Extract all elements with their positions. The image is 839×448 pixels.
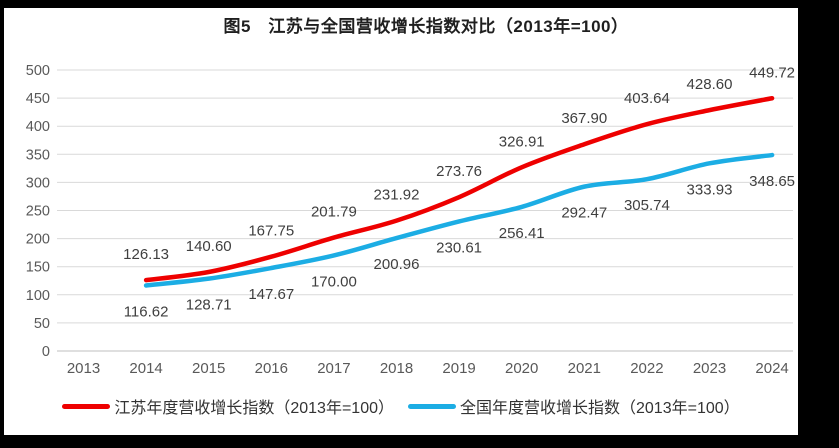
legend-swatch-icon bbox=[62, 403, 111, 409]
x-axis-tick-label: 2017 bbox=[317, 360, 350, 377]
chart-title: 图5 江苏与全国营收增长指数对比（2013年=100） bbox=[223, 17, 629, 36]
legend-label: 江苏年度营收增长指数（2013年=100） bbox=[114, 400, 394, 417]
data-label: 292.47 bbox=[561, 205, 607, 222]
data-label: 273.76 bbox=[436, 163, 482, 180]
series-line-0 bbox=[143, 96, 775, 283]
x-axis-tick-label: 2021 bbox=[568, 360, 601, 377]
y-axis-tick-label: 500 bbox=[26, 63, 50, 79]
legend-item-1: 全国年度营收增长指数（2013年=100） bbox=[408, 394, 740, 418]
x-axis-tick-label: 2014 bbox=[129, 360, 162, 377]
data-label: 231.92 bbox=[374, 187, 420, 204]
x-axis-tick-label: 2020 bbox=[505, 360, 538, 377]
data-label: 449.72 bbox=[749, 64, 795, 81]
data-label: 403.64 bbox=[624, 90, 670, 107]
series-line-1 bbox=[143, 152, 775, 288]
data-label: 167.75 bbox=[248, 223, 294, 240]
y-axis-tick-label: 0 bbox=[42, 344, 50, 360]
x-axis-tick-label: 2015 bbox=[192, 360, 225, 377]
data-label: 326.91 bbox=[499, 133, 545, 150]
legend-swatch-icon bbox=[408, 403, 456, 409]
x-axis-tick-label: 2022 bbox=[630, 360, 663, 377]
y-axis-tick-label: 400 bbox=[26, 119, 50, 135]
chart-canvas: 图5 江苏与全国营收增长指数对比（2013年=100） 0 50 100 150 200… bbox=[4, 8, 798, 435]
y-axis-tick-label: 450 bbox=[26, 91, 50, 107]
data-label: 333.93 bbox=[687, 181, 733, 198]
y-axis-tick-label: 350 bbox=[26, 147, 50, 163]
x-axis-tick-label: 2019 bbox=[442, 360, 475, 377]
data-label: 140.60 bbox=[186, 238, 232, 255]
data-label: 305.74 bbox=[624, 197, 670, 214]
data-label: 200.96 bbox=[374, 256, 420, 273]
data-label: 348.65 bbox=[749, 173, 795, 190]
data-label: 230.61 bbox=[436, 239, 482, 256]
data-label: 256.41 bbox=[499, 225, 545, 242]
chart-legend: 江苏年度营收增长指数（2013年=100） 全国年度营收增长指数（2013年=10… bbox=[4, 394, 798, 418]
data-label: 147.67 bbox=[248, 286, 294, 303]
y-axis-tick-label: 50 bbox=[34, 316, 50, 332]
data-label: 126.13 bbox=[123, 246, 169, 263]
x-axis-tick-label: 2024 bbox=[755, 360, 788, 377]
y-axis-tick-label: 250 bbox=[26, 204, 50, 220]
x-axis-tick-label: 2023 bbox=[693, 360, 726, 377]
data-label: 201.79 bbox=[311, 204, 357, 221]
line-chart-plot: 0 50 100 150 200 250 300 350 400 450 500 2013 2014 20… bbox=[26, 63, 795, 377]
y-axis-tick-label: 150 bbox=[26, 260, 50, 276]
data-label: 128.71 bbox=[186, 297, 232, 314]
legend-item-0: 江苏年度营收增长指数（2013年=100） bbox=[62, 394, 394, 418]
data-label: 428.60 bbox=[687, 76, 733, 93]
legend-label: 全国年度营收增长指数（2013年=100） bbox=[460, 400, 740, 417]
y-axis-tick-label: 200 bbox=[26, 232, 50, 248]
y-axis-tick-label: 100 bbox=[26, 288, 50, 304]
data-label: 367.90 bbox=[561, 110, 607, 127]
data-label: 116.62 bbox=[124, 303, 169, 320]
x-axis-tick-label: 2013 bbox=[67, 360, 100, 377]
y-axis-tick-label: 300 bbox=[26, 175, 50, 191]
x-axis-tick-label: 2016 bbox=[255, 360, 288, 377]
x-axis-tick-label: 2018 bbox=[380, 360, 413, 377]
data-label: 170.00 bbox=[311, 273, 357, 290]
